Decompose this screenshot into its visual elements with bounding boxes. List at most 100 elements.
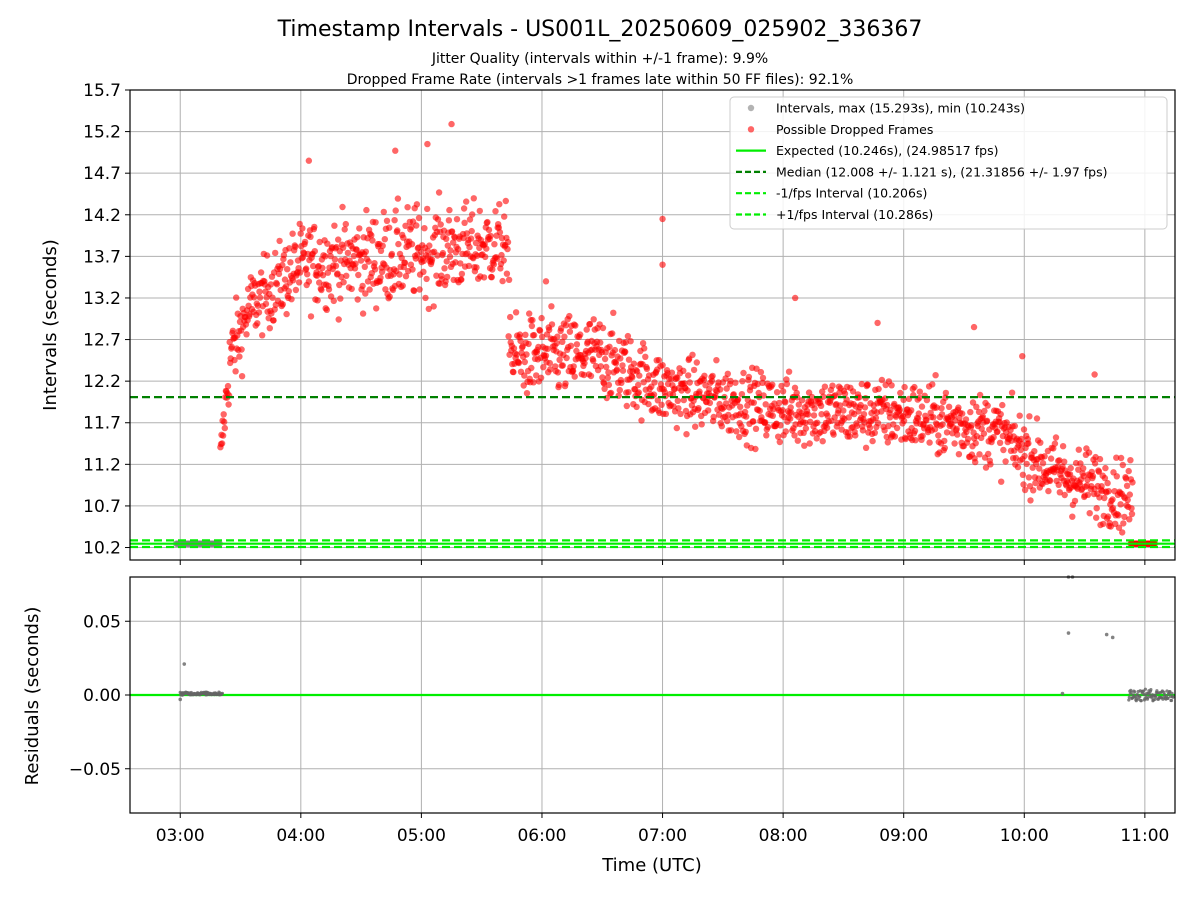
dropped-frame-point <box>399 282 406 289</box>
dropped-frame-point <box>284 266 291 273</box>
dropped-frame-point <box>675 405 682 412</box>
dropped-frame-point <box>852 432 859 439</box>
dropped-frame-point <box>642 353 649 360</box>
dropped-frame-point <box>267 281 275 288</box>
dropped-frame-point <box>561 333 568 340</box>
dropped-frame-point <box>836 402 844 409</box>
dropped-frame-point <box>311 223 318 231</box>
dropped-frame-point <box>287 259 294 266</box>
dropped-frame-point <box>379 242 386 249</box>
dropped-frame-point <box>229 327 237 334</box>
dropped-frame-point <box>724 370 731 377</box>
dropped-frame-point <box>297 230 304 237</box>
intervals-y-tick-label: 10.2 <box>83 539 121 559</box>
dropped-frame-point <box>872 414 880 422</box>
dropped-frame-point <box>444 242 451 249</box>
dropped-frame-point <box>732 379 739 386</box>
residuals-y-tick-label: 0.00 <box>83 686 121 706</box>
dropped-frame-point <box>980 430 988 437</box>
dropped-frame-point <box>908 407 915 414</box>
dropped-frame-point <box>1125 467 1132 475</box>
legend-entry: Intervals, max (15.293s), min (10.243s) <box>747 101 1025 116</box>
dropped-frame-point <box>542 278 550 285</box>
dropped-frame-point <box>489 266 496 273</box>
dropped-frame-point <box>730 391 737 398</box>
dropped-frame-point <box>613 366 621 373</box>
dropped-frame-point <box>331 256 339 263</box>
residuals-y-tick-label: −0.05 <box>69 760 121 780</box>
dropped-frame-point <box>810 412 818 419</box>
dropped-frame-point <box>806 440 813 447</box>
dropped-frame-point <box>590 357 597 364</box>
dropped-frame-point <box>492 208 499 215</box>
dropped-frame-point <box>446 253 454 260</box>
dropped-frame-point <box>1091 460 1099 467</box>
dropped-frame-point <box>559 362 566 369</box>
dropped-frame-point <box>510 345 518 352</box>
dropped-frame-point <box>362 290 369 297</box>
dropped-frame-point <box>366 286 373 293</box>
dropped-frame-point <box>410 287 418 295</box>
dropped-frame-point <box>684 387 691 394</box>
dropped-frame-point <box>433 272 440 279</box>
dropped-frame-point <box>337 295 344 302</box>
dropped-frame-point <box>1127 457 1134 464</box>
dropped-frame-point <box>307 233 314 240</box>
dropped-frame-point <box>821 383 829 390</box>
dropped-frame-point <box>383 217 391 224</box>
dropped-frame-point <box>1102 464 1109 472</box>
residual-point <box>1169 698 1174 703</box>
dropped-frame-point <box>386 293 393 300</box>
residual-point <box>1166 696 1170 701</box>
dropped-frame-point <box>1126 516 1133 523</box>
dropped-frame-point <box>764 423 772 431</box>
dropped-frame-point <box>885 422 892 430</box>
dropped-frame-point <box>605 381 613 389</box>
dropped-frame-point <box>1109 496 1116 503</box>
dropped-frame-point <box>505 276 513 283</box>
dropped-frame-point <box>923 396 931 404</box>
dropped-frame-point <box>408 224 415 231</box>
dropped-frame-point <box>507 313 514 321</box>
dropped-frame-point <box>327 252 334 260</box>
dropped-frame-point <box>322 253 329 260</box>
dropped-frame-point <box>1046 477 1054 485</box>
dropped-frame-point <box>562 380 569 387</box>
dropped-frame-point <box>280 252 288 259</box>
dropped-frame-point <box>808 393 816 401</box>
dropped-frame-point <box>736 433 743 441</box>
dropped-frame-point <box>739 378 746 385</box>
dropped-frame-point <box>372 219 379 226</box>
dropped-frame-point <box>416 286 423 293</box>
dropped-frame-point <box>548 321 556 328</box>
intervals-y-tick-label: 11.7 <box>83 414 121 434</box>
dropped-frame-point <box>503 270 511 277</box>
dropped-frame-point <box>539 333 546 340</box>
dropped-frame-point <box>896 406 903 413</box>
dropped-frame-point <box>559 338 566 345</box>
dropped-frame-point <box>275 270 283 278</box>
dropped-frame-point <box>392 147 399 154</box>
dropped-frame-point <box>256 288 263 295</box>
dropped-frame-point <box>683 431 690 438</box>
dropped-frame-point <box>485 226 493 234</box>
dropped-frame-point <box>297 269 304 276</box>
dropped-frame-point <box>785 368 793 375</box>
dropped-frame-point <box>1089 472 1097 480</box>
dropped-frame-point <box>401 259 409 266</box>
dropped-frame-point <box>231 356 238 364</box>
dropped-frame-point <box>259 332 266 339</box>
dropped-frame-point <box>938 405 945 412</box>
dropped-frame-point <box>902 435 909 443</box>
dropped-frame-point <box>418 248 425 255</box>
dropped-frame-point <box>701 372 708 379</box>
dropped-frame-point <box>659 261 666 268</box>
dropped-frame-point <box>437 221 444 228</box>
dropped-frame-point <box>1101 474 1109 482</box>
dropped-frame-point <box>530 331 538 339</box>
dropped-frame-point <box>724 417 731 425</box>
dropped-frame-point <box>893 424 901 432</box>
dropped-frame-point <box>862 444 870 451</box>
dropped-frame-point <box>343 272 350 279</box>
dropped-frame-point <box>470 195 477 202</box>
